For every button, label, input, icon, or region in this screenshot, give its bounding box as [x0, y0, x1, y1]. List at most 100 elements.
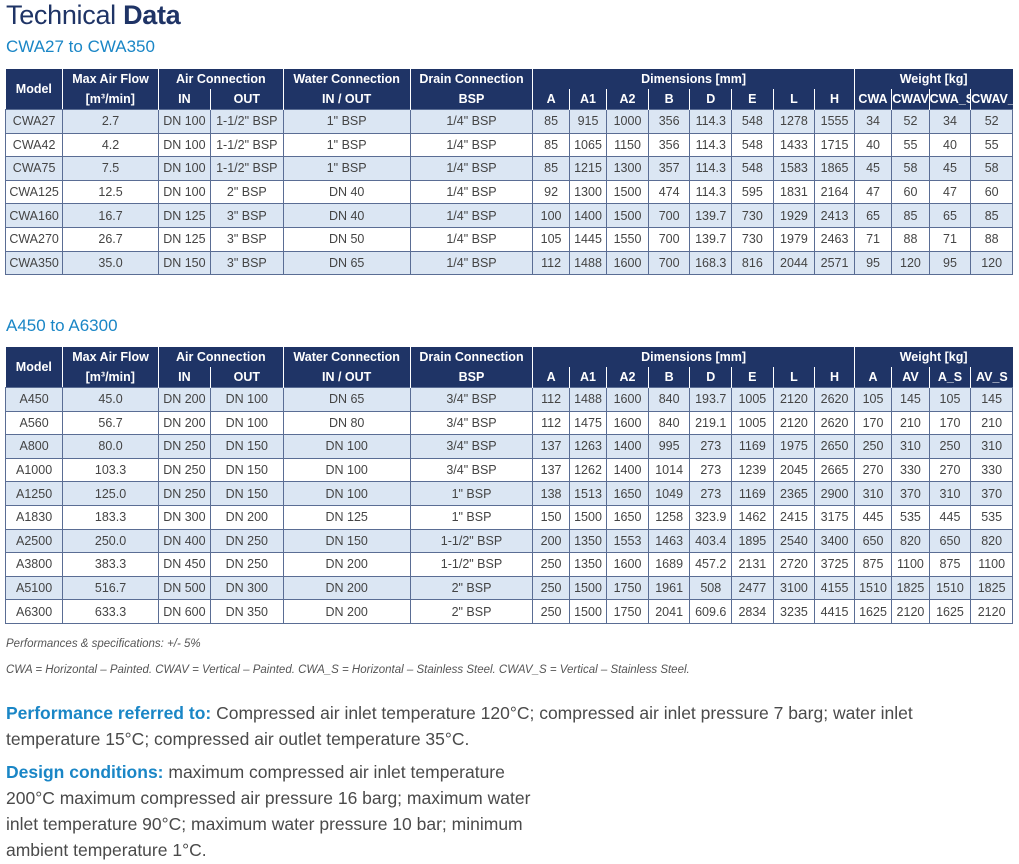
- table-cell: 330: [970, 457, 1013, 483]
- table-cell: 2041: [647, 599, 691, 624]
- table-cell: 105: [928, 387, 972, 412]
- table-cell: 112: [532, 387, 570, 412]
- table-cell: DN 250: [209, 552, 284, 577]
- table-cell: 139.7: [689, 203, 733, 228]
- table-cell: 995: [647, 434, 691, 459]
- column-header: Water Connection: [282, 69, 411, 89]
- table-cell: 2415: [772, 504, 816, 530]
- table-cell: DN 350: [209, 599, 284, 624]
- table-cell: 100: [532, 203, 570, 228]
- table-cell: 1500: [568, 599, 608, 624]
- table-cell: DN 200: [282, 552, 411, 577]
- legend-note: CWA = Horizontal – Painted. CWAV = Verti…: [6, 664, 690, 676]
- table-cell: 250: [532, 575, 570, 601]
- table-cell: 2" BSP: [409, 599, 534, 624]
- table-cell: 2365: [772, 481, 816, 506]
- table-cell: 52: [970, 109, 1013, 134]
- table-cell: 1500: [606, 203, 649, 228]
- table-cell: DN 150: [282, 528, 411, 554]
- table-cell: 34: [853, 109, 893, 134]
- column-header: Air Connection: [157, 69, 284, 89]
- table-cell: 1005: [731, 387, 774, 412]
- table-cell: 65: [928, 203, 972, 228]
- table-cell: 1-1/2" BSP: [409, 552, 534, 577]
- table-cell: 40: [853, 132, 893, 158]
- performance-text: Compressed air inlet temperature 120°C; …: [6, 703, 913, 749]
- table-cell: DN 125: [157, 203, 211, 228]
- table-cell: 4415: [814, 599, 855, 624]
- table-cell: 250.0: [62, 528, 159, 554]
- table-cell: 12.5: [62, 179, 159, 205]
- table-cell: 595: [731, 179, 774, 205]
- table-row: A5100 516.7 DN 500 DN 300 DN 200 2" BSP 250 150…: [4, 575, 1013, 601]
- column-subheader: E: [731, 89, 774, 110]
- table-cell: 310: [891, 434, 930, 459]
- column-header: Weight [kg]: [853, 347, 1013, 367]
- table-cell: A2500: [4, 528, 64, 554]
- column-subheader: CWA_S: [928, 89, 971, 110]
- table-cell: 2120: [891, 599, 930, 624]
- column-header: Model: [5, 347, 63, 388]
- table-cell: 47: [928, 179, 972, 205]
- table-row: CWA160 16.7 DN 125 3" BSP DN 40 1/4" BSP 100 14…: [4, 203, 1013, 228]
- column-subheader: BSP: [409, 89, 533, 110]
- table-cell: 1-1/2" BSP: [209, 109, 284, 134]
- table-cell: 310: [970, 434, 1013, 459]
- table-cell: 609.6: [689, 599, 733, 624]
- spec-table-cwa: Model Max Air Flow Air Connection Water Con…: [4, 69, 1013, 276]
- table-cell: 250: [928, 434, 972, 459]
- table-cell: 1488: [568, 387, 608, 412]
- table-cell: 1-1/2" BSP: [209, 132, 284, 158]
- column-header: Weight [kg]: [853, 69, 1013, 89]
- table-cell: 357: [647, 156, 691, 181]
- table-cell: 3/4" BSP: [409, 434, 534, 459]
- table-cell: 383.3: [62, 552, 159, 577]
- table-cell: 1/4" BSP: [409, 156, 534, 181]
- table-row: CWA125 12.5 DN 100 2" BSP DN 40 1/4" BSP 92 130…: [4, 179, 1013, 205]
- column-subheader: [m³/min]: [62, 89, 159, 110]
- table-cell: 95: [928, 250, 972, 276]
- table-cell: 816: [731, 250, 774, 276]
- table-cell: 2900: [814, 481, 855, 506]
- table-cell: 125.0: [62, 481, 159, 506]
- table-cell: DN 150: [209, 434, 284, 459]
- table-cell: 1/4" BSP: [409, 250, 534, 276]
- table-cell: 474: [647, 179, 691, 205]
- table-cell: 2650: [814, 434, 855, 459]
- table-cell: 3100: [772, 575, 816, 601]
- table-cell: 1400: [606, 434, 649, 459]
- table-cell: 1583: [772, 156, 816, 181]
- table-cell: 633.3: [62, 599, 159, 624]
- table-cell: 1689: [647, 552, 691, 577]
- column-subheader: CWA: [853, 89, 892, 110]
- table-cell: 700: [647, 203, 691, 228]
- column-subheader: L: [772, 367, 815, 388]
- table-cell: DN 200: [157, 387, 211, 412]
- table-cell: 356: [647, 109, 691, 134]
- table-cell: 1215: [568, 156, 608, 181]
- table-cell: 2.7: [62, 109, 159, 134]
- performance-label: Performance referred to:: [6, 703, 212, 723]
- table-cell: 3400: [814, 528, 855, 554]
- table-cell: 1510: [853, 575, 893, 601]
- table-cell: 2477: [731, 575, 774, 601]
- table-cell: 120: [970, 250, 1013, 276]
- table-row: A6300 633.3 DN 600 DN 350 DN 200 2" BSP 250 150…: [4, 599, 1013, 624]
- design-label: Design conditions:: [6, 762, 164, 782]
- table-cell: 1" BSP: [282, 156, 411, 181]
- table-cell: 2045: [772, 457, 816, 483]
- table-cell: DN 150: [209, 457, 284, 483]
- table-cell: 2120: [970, 599, 1013, 624]
- table-cell: 1600: [606, 387, 649, 412]
- table-cell: 3" BSP: [209, 226, 284, 252]
- table-cell: 56.7: [62, 410, 159, 436]
- table-cell: 1500: [568, 504, 608, 530]
- table-cell: 310: [928, 481, 972, 506]
- table-cell: 548: [731, 109, 774, 134]
- table-cell: 112: [532, 410, 570, 436]
- table-cell: 139.7: [689, 226, 733, 252]
- table-cell: 1445: [568, 226, 608, 252]
- table-cell: 105: [532, 226, 570, 252]
- header-row: [m³/min] IN OUT IN / OUT BSP A A1 A2 B D E L H CWA CWA…: [6, 89, 1013, 110]
- table-cell: DN 100: [209, 410, 284, 436]
